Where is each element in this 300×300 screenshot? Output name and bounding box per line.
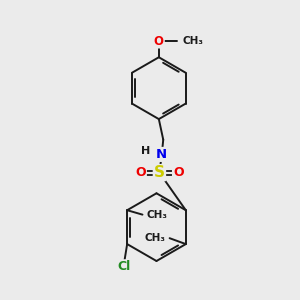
Text: Cl: Cl — [118, 260, 131, 273]
Text: H: H — [141, 146, 150, 156]
Text: CH₃: CH₃ — [147, 210, 168, 220]
Text: O: O — [154, 34, 164, 48]
Text: N: N — [156, 148, 167, 161]
Text: CH₃: CH₃ — [144, 233, 165, 243]
Text: CH₃: CH₃ — [182, 36, 203, 46]
Text: O: O — [135, 166, 146, 179]
Text: S: S — [154, 165, 165, 180]
Text: O: O — [173, 166, 184, 179]
